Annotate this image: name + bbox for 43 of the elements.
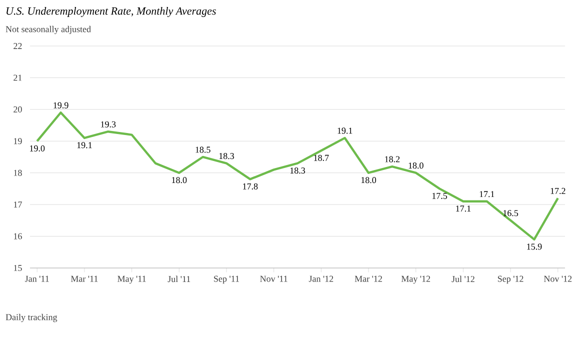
data-label: 19.1	[77, 142, 92, 148]
data-label: 18.2	[385, 156, 400, 162]
data-label: 18.0	[172, 177, 187, 184]
x-tick-label: Nov '11	[260, 276, 288, 282]
data-label: 18.7	[314, 154, 329, 161]
chart-subtitle: Not seasonally adjusted	[6, 26, 91, 34]
x-tick-label: Nov '12	[544, 276, 572, 282]
text: Daily tracking	[6, 314, 58, 322]
y-tick-label: 18	[14, 170, 22, 176]
data-label: 19.1	[338, 128, 352, 134]
x-tick-label: Jul '12	[452, 276, 474, 282]
data-label: 17.8	[243, 183, 258, 190]
x-tick-label: Jan '12	[308, 276, 334, 282]
y-tick-label: 15	[14, 264, 22, 272]
data-label: 18.0	[408, 162, 424, 169]
data-label: 19.3	[101, 121, 116, 128]
data-label: 19.9	[54, 102, 68, 108]
data-label: 17.1	[456, 206, 471, 212]
x-tick-label: May '11	[118, 276, 146, 284]
x-tick-label: Mar '12	[354, 276, 382, 282]
y-tick-label: 19	[14, 138, 22, 144]
y-tick-label: 22	[14, 43, 22, 49]
y-tick-label: 20	[14, 106, 22, 112]
data-label: 17.5	[432, 192, 448, 199]
data-label: 18.3	[290, 168, 306, 174]
x-tick-label: Mar '11	[70, 276, 98, 282]
x-tick-label: Sep '12	[498, 276, 524, 284]
data-label: 17.1	[480, 191, 494, 198]
x-tick-label: Jul '11	[168, 276, 190, 282]
data-label: 18.5	[196, 146, 210, 153]
data-label: 17.2	[550, 188, 566, 194]
y-tick-label: 16	[14, 233, 22, 240]
x-tick-label: Jan '11	[25, 276, 49, 282]
x-tick-label: Sep '11	[214, 276, 239, 284]
data-label: 15.9	[527, 244, 542, 250]
data-label: 18.0	[361, 177, 376, 184]
data-label: 18.3	[219, 153, 234, 160]
y-tick-label: 17	[14, 202, 22, 208]
chart-title: U.S. Underemployment Rate, Monthly Averages	[6, 7, 216, 17]
data-label: 16.5	[503, 210, 518, 216]
data-label: 19.0	[30, 145, 45, 152]
x-tick-label: May '12	[401, 276, 430, 284]
y-tick-label: 21	[14, 74, 22, 81]
